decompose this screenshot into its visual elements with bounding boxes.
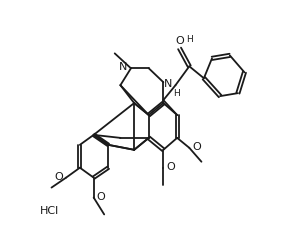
Text: N: N [119,62,127,72]
Text: O: O [192,142,201,152]
Text: O: O [166,162,175,172]
Text: HCl: HCl [40,206,59,216]
Text: O: O [175,36,184,46]
Text: H: H [173,89,180,98]
Text: O: O [55,172,63,182]
Text: H: H [187,35,193,44]
Text: O: O [96,192,105,202]
Text: N: N [164,79,173,89]
